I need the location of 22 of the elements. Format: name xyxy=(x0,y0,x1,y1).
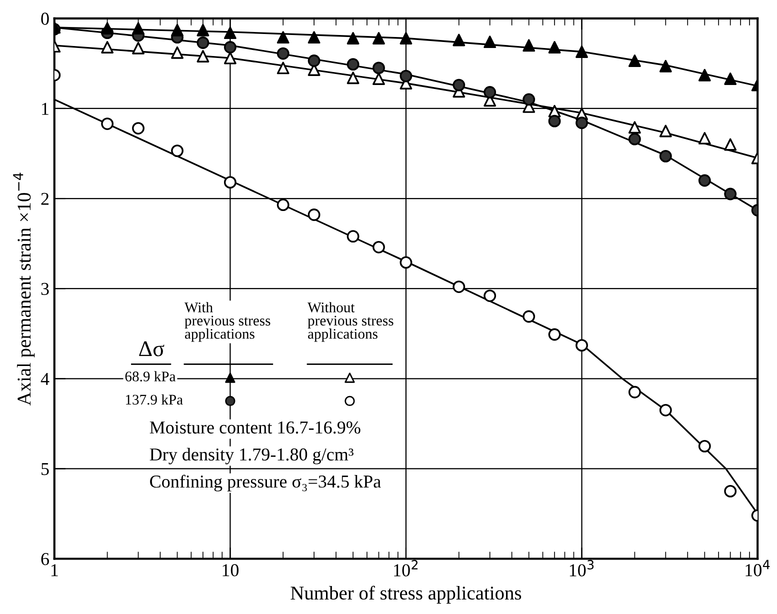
x-tick-label: 10$^{2}$ xyxy=(394,560,418,576)
annotation: With previous stress applications xyxy=(184,302,270,342)
y-tick-label: 5 xyxy=(42,463,49,476)
x-tick-label: 10$^{3}$ xyxy=(570,560,594,576)
y-tick-label: 2 xyxy=(41,192,49,205)
y-tick-label: 6 xyxy=(41,553,49,566)
y-tick-label: 4 xyxy=(40,373,50,385)
x-tick-label: 10$^{4}$ xyxy=(746,560,770,576)
y-tick-label: 3 xyxy=(41,282,49,296)
x-tick-label: 1 xyxy=(51,564,58,576)
annotation: 68.9 kPa xyxy=(125,371,176,382)
annotation: Without previous stress applications xyxy=(308,302,394,342)
annotation: Moisture content 16.7-16.9% xyxy=(150,421,360,434)
annotation: Dry density 1.79-1.80 g/cm³ xyxy=(150,448,354,464)
annotation: Δσ xyxy=(139,341,164,356)
annotation: 137.9 kPa xyxy=(126,394,183,405)
x-tick-label: 10 xyxy=(222,564,239,576)
y-tick-label: 0 xyxy=(41,12,49,25)
y-tick-label: 1 xyxy=(42,102,48,115)
annotation: Confining pressure σ₃=34.5 kPa xyxy=(150,474,381,492)
x-axis-title: Number of stress applications xyxy=(290,586,522,604)
y-axis-title: Axial permanent strain ×10$^{−4}$ xyxy=(13,172,35,406)
